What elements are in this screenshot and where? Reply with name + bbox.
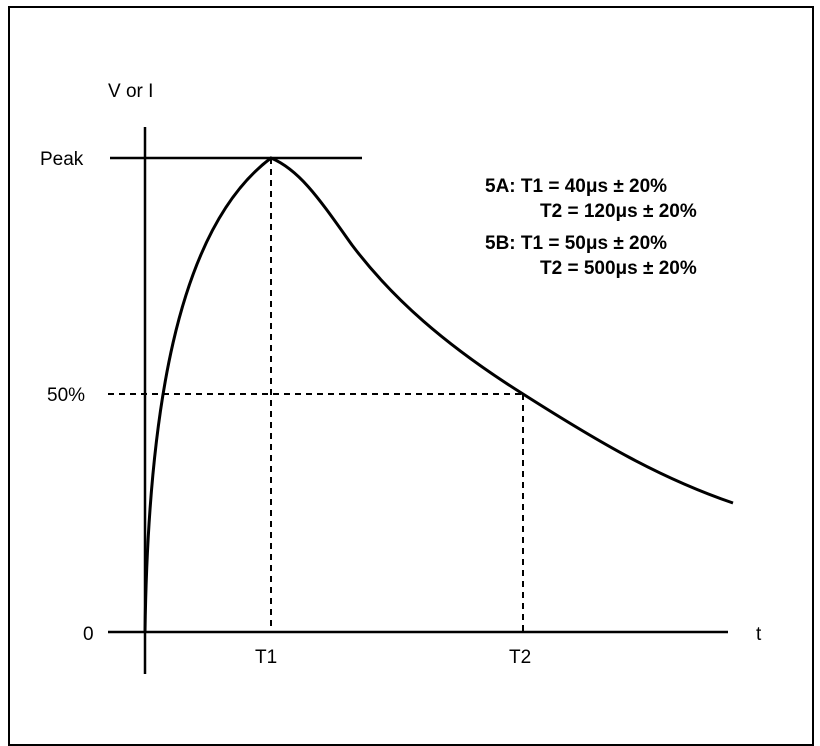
figure-frame: [8, 6, 814, 746]
y-axis-label: V or I: [108, 81, 154, 102]
note-5b-t1: 5B: T1 = 50μs ± 20%: [485, 233, 668, 254]
x-axis-label: t: [756, 624, 762, 645]
peak-label: Peak: [40, 149, 84, 170]
waveform-curve: [143, 156, 734, 633]
t1-label: T1: [255, 647, 278, 668]
t2-label: T2: [509, 647, 532, 668]
zero-label: 0: [83, 624, 94, 645]
half-label: 50%: [47, 385, 86, 406]
note-5a-t1: 5A: T1 = 40μs ± 20%: [485, 176, 668, 197]
note-5b-t2: T2 = 500μs ± 20%: [540, 258, 697, 279]
note-5a-t2: T2 = 120μs ± 20%: [540, 201, 697, 222]
